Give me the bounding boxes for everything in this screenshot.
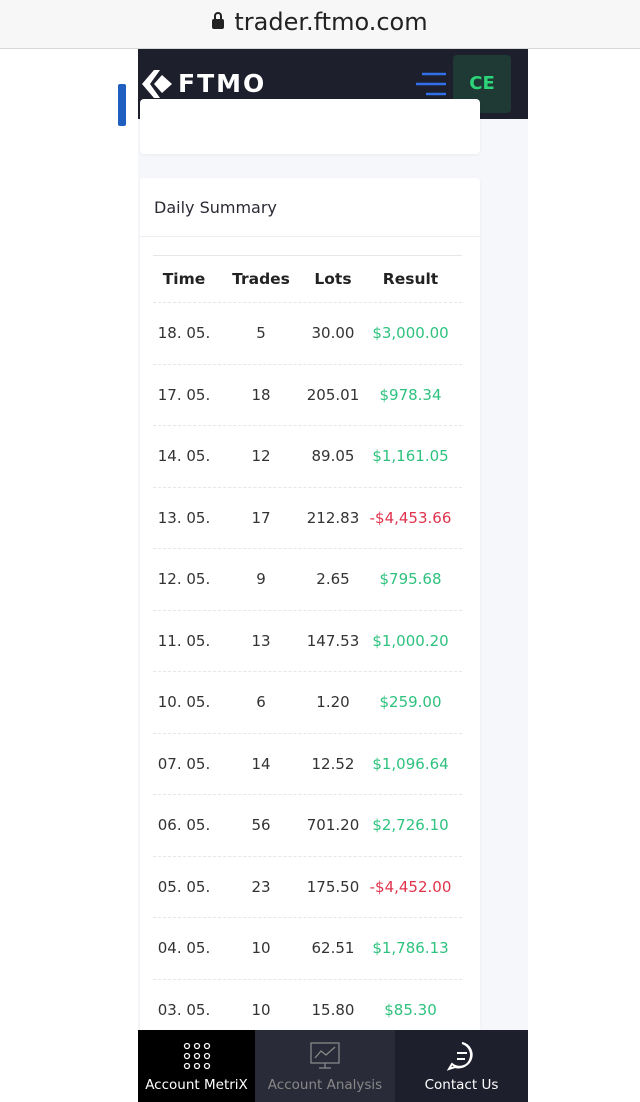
- cell: 212.83: [306, 508, 360, 527]
- result-cell: $2,726.10: [372, 816, 449, 835]
- header-cell: Lots: [314, 270, 352, 288]
- cell: 14. 05.: [157, 447, 211, 466]
- cell: 12.52: [311, 754, 355, 773]
- result-cell: $1,096.64: [372, 754, 449, 773]
- result-cell: $978.34: [379, 385, 442, 404]
- cell: 18. 05.: [157, 324, 211, 343]
- header-cell: Time: [162, 270, 206, 288]
- menu-icon[interactable]: [414, 71, 448, 99]
- table-row: 14. 05. 12 89.05 $1,161.05: [153, 426, 462, 488]
- result-cell: $1,000.20: [372, 631, 449, 650]
- result-cell: $85.30: [384, 1000, 437, 1019]
- cell: 11. 05.: [157, 631, 211, 650]
- table-row: 12. 05. 9 2.65 $795.68: [153, 549, 462, 611]
- cell: 1.20: [316, 693, 350, 712]
- nav-item[interactable]: Account MetriX: [138, 1030, 255, 1102]
- table-row: 13. 05. 17 212.83 -$4,453.66: [153, 488, 462, 549]
- cell: 62.51: [311, 939, 355, 958]
- lock-icon: [212, 12, 225, 29]
- nav-item[interactable]: Contact Us: [395, 1030, 528, 1102]
- cell: 2.65: [316, 570, 350, 589]
- cell: 05. 05.: [157, 877, 211, 896]
- header-cell: Result: [382, 270, 439, 288]
- cell: 12. 05.: [157, 570, 211, 589]
- cell: 175.50: [306, 877, 360, 896]
- table-header: Time Trades Lots Result: [153, 255, 462, 303]
- cell: 147.53: [306, 631, 360, 650]
- table-row: 06. 05. 56 701.20 $2,726.10: [153, 795, 462, 857]
- app: FTMO CE Daily Summary Time Trades Lots Resu…: [138, 49, 528, 1102]
- cell: 12: [251, 447, 271, 466]
- cell: 06. 05.: [157, 816, 211, 835]
- card-title: Daily Summary: [154, 198, 277, 217]
- cell: 07. 05.: [157, 754, 211, 773]
- cell: 04. 05.: [157, 939, 211, 958]
- logo-mark: [142, 70, 172, 98]
- summary-card: Daily Summary Time Trades Lots Result 18. 05…: [140, 178, 480, 1078]
- cell: 18: [251, 385, 271, 404]
- table-row: 18. 05. 5 30.00 $3,000.00: [153, 303, 462, 365]
- nav-label: Account MetriX: [145, 1077, 248, 1093]
- cell: 701.20: [306, 816, 360, 835]
- cell: 9: [256, 570, 266, 589]
- cell: 10. 05.: [157, 693, 211, 712]
- table: Time Trades Lots Result 18. 05. 5 30.00 $3,000.…: [153, 255, 462, 1041]
- table-row: 10. 05. 6 1.20 $259.00: [153, 672, 462, 734]
- address-bar[interactable]: trader.ftmo.com: [0, 0, 640, 49]
- result-cell: $795.68: [379, 570, 442, 589]
- url-text: trader.ftmo.com: [234, 8, 428, 36]
- cell: 89.05: [311, 447, 355, 466]
- table-row: 17. 05. 18 205.01 $978.34: [153, 365, 462, 426]
- cell: 15.80: [311, 1000, 355, 1019]
- cell: 205.01: [306, 385, 360, 404]
- side-tab[interactable]: [118, 84, 126, 126]
- cell: 13: [251, 631, 271, 650]
- cell: 03. 05.: [157, 1000, 211, 1019]
- divider: [140, 236, 480, 237]
- result-cell: $3,000.00: [372, 324, 449, 343]
- nav-label: Contact Us: [424, 1077, 499, 1093]
- cell: 56: [251, 816, 271, 835]
- card: [140, 99, 480, 154]
- table-row: 11. 05. 13 147.53 $1,000.20: [153, 611, 462, 672]
- nav-item[interactable]: Account Analysis: [255, 1030, 395, 1102]
- cell: 5: [256, 324, 266, 343]
- avatar[interactable]: CE: [453, 55, 511, 113]
- header-cell: Trades: [232, 270, 290, 288]
- cell: 13. 05.: [157, 508, 211, 527]
- cell: 17: [251, 508, 271, 527]
- table-row: 07. 05. 14 12.52 $1,096.64: [153, 734, 462, 795]
- url: trader.ftmo.com: [0, 8, 640, 36]
- nav-icon: [181, 1040, 213, 1076]
- cell: 6: [256, 693, 266, 712]
- bottom-nav: Account MetriX Account Analysis Contact Us: [138, 1030, 528, 1102]
- table-row: 04. 05. 10 62.51 $1,786.13: [153, 918, 462, 980]
- result-cell: -$4,452.00: [369, 877, 452, 896]
- table-row: 05. 05. 23 175.50 -$4,452.00: [153, 857, 462, 918]
- cell: 14: [251, 754, 271, 773]
- result-cell: $1,161.05: [372, 447, 449, 466]
- cell: 10: [251, 1000, 271, 1019]
- nav-icon: [446, 1040, 478, 1076]
- nav-icon: [309, 1040, 341, 1076]
- result-cell: $1,786.13: [372, 939, 449, 958]
- result-cell: $259.00: [379, 693, 442, 712]
- result-cell: -$4,453.66: [369, 508, 452, 527]
- cell: 10: [251, 939, 271, 958]
- cell: 30.00: [311, 324, 355, 343]
- cell: 17. 05.: [157, 385, 211, 404]
- nav-label: Account Analysis: [267, 1077, 383, 1093]
- cell: 23: [251, 877, 271, 896]
- logo[interactable]: FTMO: [178, 69, 267, 98]
